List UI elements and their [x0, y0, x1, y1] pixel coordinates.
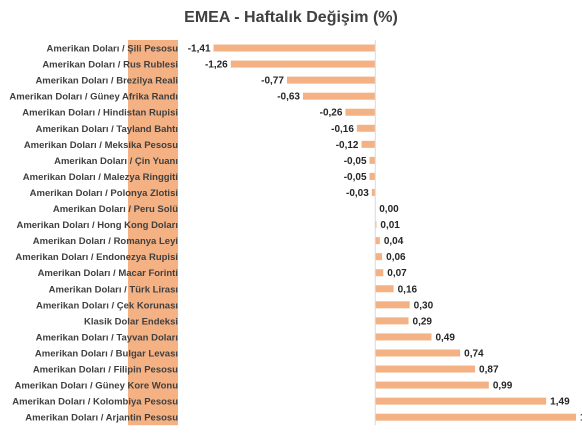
value-label: 0,74: [464, 348, 484, 359]
category-label: Amerikan Doları / Çin Yuanı: [54, 156, 178, 167]
value-label: -0,77: [261, 76, 284, 87]
value-label: 0,07: [387, 268, 407, 279]
category-label: Amerikan Doları / Çek Korunası: [36, 300, 178, 311]
value-label: 0,00: [379, 204, 399, 215]
bar: [375, 237, 380, 245]
value-label: -0,12: [336, 140, 359, 151]
chart-title: EMEA - Haftalık Değişim (%): [184, 9, 398, 26]
label-band: [128, 40, 178, 426]
bar: [375, 413, 576, 421]
value-labels: -1,41 -1,26 -0,77 -0,63 -0,26 -0,16 -0,12 -0,05…: [188, 44, 582, 424]
category-label: Amerikan Doları / Güney Afrika Randı: [9, 92, 178, 103]
value-label: 0,16: [398, 284, 418, 295]
value-label: 0,01: [380, 220, 400, 231]
value-label: -0,16: [331, 124, 354, 135]
category-label: Amerikan Doları / Tayvan Doları: [36, 332, 178, 343]
bar: [375, 221, 377, 229]
category-label: Amerikan Doları / Hong Kong Doları: [16, 220, 178, 231]
bar: [369, 172, 376, 180]
category-label: Amerikan Doları / Kolombiya Pesosu: [12, 397, 178, 408]
bar: [286, 76, 376, 84]
bar: [345, 108, 376, 116]
category-label: Amerikan Doları / Endonezya Rupisi: [15, 252, 178, 263]
category-label: Amerikan Doları / Arjantin Pesosu: [25, 413, 178, 424]
category-label: Amerikan Doları / Peru Solü: [53, 204, 178, 215]
category-label: Amerikan Doları / Malezya Ringgiti: [23, 172, 178, 183]
value-label: 0,87: [479, 365, 499, 376]
value-label: -1,41: [188, 44, 211, 55]
bar: [375, 269, 384, 277]
category-label: Amerikan Doları / Filipin Pesosu: [33, 365, 178, 376]
bar: [369, 156, 376, 164]
category-label: Amerikan Doları / Hindistan Rupisi: [22, 108, 178, 119]
value-label: 0,30: [414, 300, 434, 311]
category-label: Amerikan Doları / Türk Lirası: [49, 284, 178, 295]
value-label: -0,05: [344, 172, 367, 183]
category-labels: Amerikan Doları / Şili Pesosu Amerikan Do…: [9, 44, 178, 424]
value-label: 0,29: [413, 316, 433, 327]
value-label: -0,03: [346, 188, 369, 199]
value-label: 1,49: [550, 397, 570, 408]
category-label-band: [128, 40, 178, 426]
bar: [375, 381, 489, 389]
value-label: -0,63: [277, 92, 300, 103]
value-label: -0,05: [344, 156, 367, 167]
bar: [375, 317, 409, 325]
category-label: Amerikan Doları / Güney Kore Wonu: [15, 381, 179, 392]
value-label: -1,26: [205, 60, 228, 71]
value-label: 0,06: [386, 252, 406, 263]
category-label: Amerikan Doları / Rus Rublesi: [42, 60, 178, 71]
category-label: Amerikan Doları / Şili Pesosu: [47, 44, 179, 55]
value-label: 0,49: [435, 332, 455, 343]
bar: [213, 44, 376, 52]
bar: [375, 333, 432, 341]
category-label: Amerikan Doları / Tayland Bahtı: [36, 124, 178, 135]
bars: [213, 44, 576, 421]
bar: [361, 140, 376, 148]
value-label: -0,26: [320, 108, 343, 119]
category-label: Amerikan Doları / Bulgar Levası: [35, 348, 178, 359]
bar: [371, 188, 376, 196]
bar: [375, 301, 410, 309]
category-label: Amerikan Doları / Romanya Leyi: [33, 236, 178, 247]
category-label: Amerikan Doları / Brezilya Reali: [35, 76, 178, 87]
bar: [375, 397, 547, 405]
bar: [375, 365, 476, 373]
bar: [303, 92, 376, 100]
category-label: Amerikan Doları / Meksika Pesosu: [24, 140, 178, 151]
bar: [230, 60, 376, 68]
value-label: 0,99: [493, 381, 513, 392]
bar: [356, 124, 376, 132]
category-label: Amerikan Doları / Polonya Zlotisi: [30, 188, 178, 199]
bar: [375, 285, 394, 293]
category-label: Klasik Dolar Endeksi: [84, 316, 178, 327]
value-label: 1,75: [580, 413, 582, 424]
bar: [375, 349, 461, 357]
category-label: Amerikan Doları / Macar Forinti: [38, 268, 178, 279]
bar: [375, 253, 383, 261]
value-label: 0,04: [384, 236, 404, 247]
